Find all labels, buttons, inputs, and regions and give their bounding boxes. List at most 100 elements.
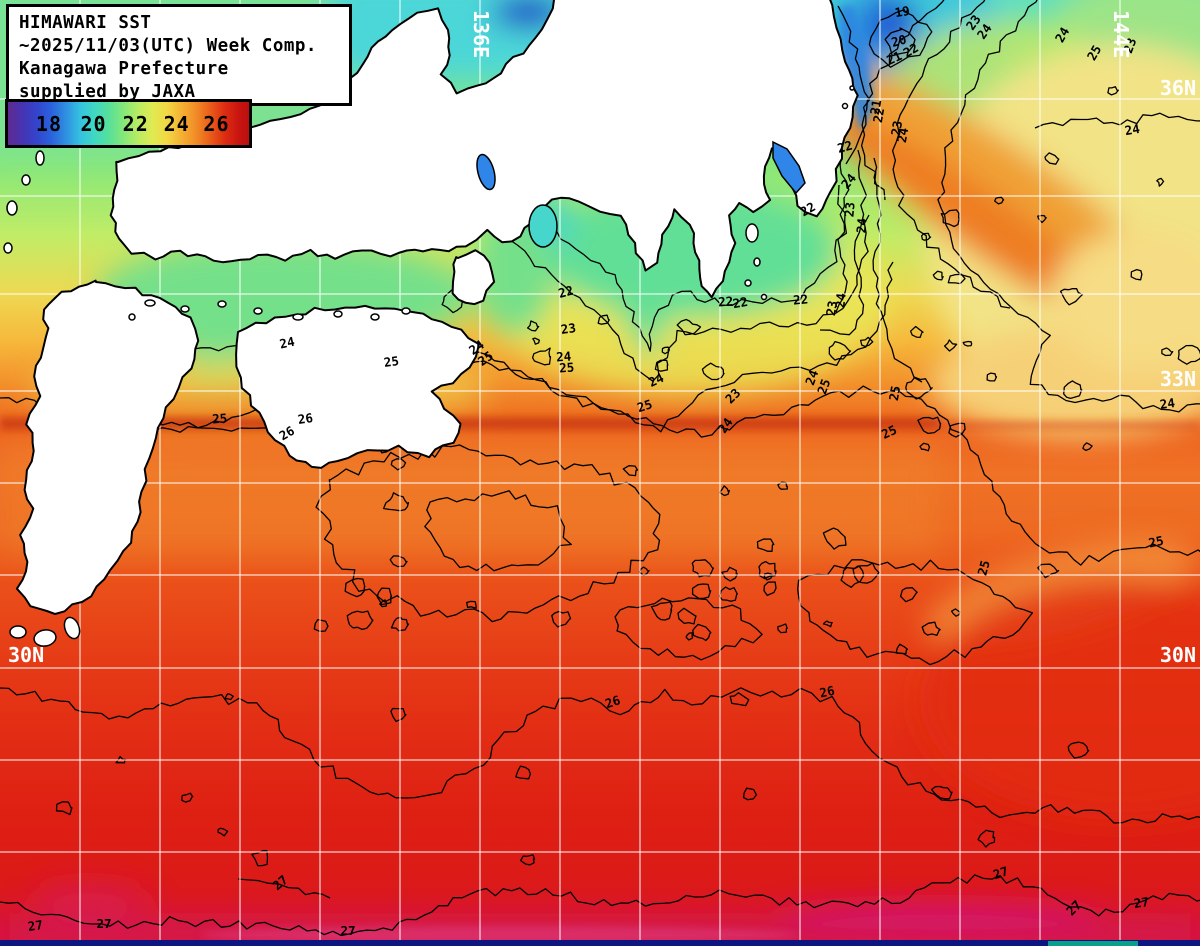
contour-speck — [650, 601, 673, 621]
contour-speck — [962, 340, 973, 347]
contour-label: 19 — [893, 3, 910, 20]
contour-speck — [390, 458, 407, 471]
contour-speck — [685, 632, 694, 641]
contour-speck — [822, 620, 833, 628]
contour-speck — [721, 566, 739, 582]
contour-speck — [1063, 380, 1083, 400]
contour-speck — [515, 765, 532, 780]
contour-label: 27 — [340, 923, 355, 938]
island — [3, 242, 13, 254]
contour-speck — [920, 232, 932, 241]
island — [744, 279, 752, 287]
contour-speck — [181, 792, 194, 803]
contour-label: 24 — [646, 370, 666, 390]
contour-line — [837, 5, 871, 165]
contour-speck — [948, 422, 966, 438]
colorbar-tick-22: 22 — [122, 111, 149, 136]
contour-label: 25 — [559, 360, 575, 376]
info-date: ~2025/11/03(UTC) Week Comp. — [19, 36, 317, 56]
island — [217, 300, 227, 308]
contour-speck — [756, 538, 775, 552]
info-title: HIMAWARI SST — [19, 13, 152, 33]
contour-speck — [661, 346, 671, 355]
contour-speck — [777, 481, 788, 490]
colorbar-tick-20: 20 — [80, 111, 107, 136]
contour-speck — [654, 359, 669, 372]
contour-line — [835, 139, 850, 313]
contour-speck — [1059, 287, 1084, 306]
contour-label: 23 — [560, 320, 577, 337]
contour-speck — [852, 562, 880, 584]
contour-label: 25 — [383, 353, 400, 370]
contour-label: 27 — [991, 863, 1010, 882]
contour-label: 27 — [1133, 894, 1150, 911]
info-box: HIMAWARI SST ~2025/11/03(UTC) Week Comp.… — [6, 4, 352, 106]
contour-line — [0, 874, 1200, 937]
contour-speck — [921, 621, 941, 636]
grid-label: 30N — [8, 643, 44, 667]
contour-label: 25 — [635, 396, 654, 415]
contour-speck — [251, 850, 269, 867]
contour-speck — [597, 314, 610, 325]
contour-speck — [905, 376, 933, 400]
colorbar-tick-26: 26 — [203, 111, 230, 136]
contour-speck — [994, 196, 1005, 205]
contour-label: 22 — [870, 106, 887, 123]
grid-labels: 136E 144E 36N 33N 30N 30N — [8, 10, 1196, 667]
contour-label: 23 — [1120, 36, 1139, 55]
contour-line — [237, 878, 331, 899]
contour-speck — [390, 707, 407, 723]
contour-label: 26 — [818, 683, 836, 701]
contour-label: 23 — [888, 119, 905, 136]
contour-line — [937, 0, 1200, 413]
contour-label: 24 — [715, 415, 736, 436]
contour-speck — [389, 555, 408, 568]
contour-speck — [638, 566, 650, 577]
contour-label: 25 — [886, 384, 903, 401]
island — [841, 102, 849, 110]
contour-label: 25 — [212, 411, 228, 427]
contour-speck — [551, 610, 572, 628]
island — [144, 299, 156, 307]
contour-label: 24 — [832, 292, 848, 308]
bottom-edge-strip — [0, 940, 1200, 946]
contour-speck — [622, 465, 639, 477]
contour-speck — [895, 643, 909, 655]
contour-label: 23 — [823, 299, 840, 316]
contour-label: 25 — [879, 422, 899, 442]
contour-label: 23 — [841, 201, 857, 217]
contour-label: 24 — [838, 171, 859, 192]
contour-label: 22 — [557, 282, 575, 300]
contour-label: 22 — [900, 40, 921, 61]
contour-speck — [1156, 177, 1165, 187]
contour-line — [872, 157, 923, 383]
island — [9, 625, 27, 639]
contour-line — [891, 0, 1011, 309]
contour-speck — [224, 693, 234, 701]
island — [21, 174, 31, 186]
contour-speck — [1161, 347, 1174, 357]
contour-speck — [729, 692, 750, 707]
contour-label: 26 — [603, 692, 622, 711]
contour-line — [0, 358, 1200, 566]
info-region: Kanagawa Prefecture — [19, 59, 229, 79]
land-awaji — [451, 249, 496, 306]
contour-speck — [940, 209, 961, 228]
contour-speck — [217, 827, 229, 837]
contour-speck — [691, 559, 714, 578]
bays — [476, 140, 806, 248]
grid-label: 36N — [1160, 76, 1196, 100]
island — [401, 307, 411, 315]
grid-label: 144E — [1109, 10, 1133, 58]
contour-label: 24 — [556, 349, 572, 365]
ise-bay — [528, 204, 558, 248]
contour-speck — [742, 787, 758, 801]
contour-label: 24 — [278, 334, 296, 352]
island — [292, 313, 304, 321]
contour-label: 25 — [974, 559, 992, 577]
contour-label: 23 — [963, 12, 984, 33]
contour-speck — [526, 320, 540, 332]
contour-label: 26 — [297, 410, 314, 427]
